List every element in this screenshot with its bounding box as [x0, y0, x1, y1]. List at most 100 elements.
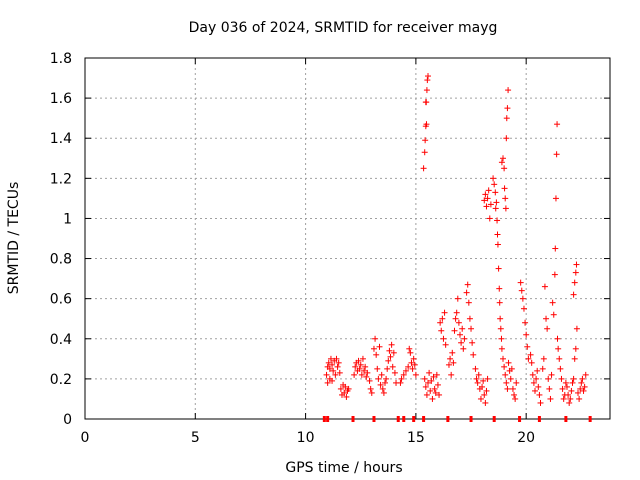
data-point: [422, 99, 429, 106]
baseline-marker: [412, 416, 416, 422]
baseline-marker: [537, 416, 541, 422]
y-tick-label: 1: [63, 211, 72, 227]
data-point: [382, 379, 388, 386]
data-point: [329, 361, 336, 368]
data-point: [502, 195, 509, 202]
data-point: [518, 287, 525, 294]
data-point: [438, 327, 445, 334]
data-point: [475, 371, 482, 378]
data-point: [501, 363, 508, 370]
baseline-marker: [322, 416, 326, 422]
data-point: [455, 319, 462, 326]
data-point: [423, 87, 430, 94]
data-point: [522, 319, 529, 326]
data-point: [460, 345, 467, 352]
data-point: [327, 355, 334, 362]
data-point: [530, 379, 537, 386]
data-point: [459, 325, 466, 332]
data-point: [457, 331, 463, 338]
data-point: [570, 291, 577, 298]
data-point: [524, 343, 531, 350]
data-point: [519, 295, 526, 302]
data-point: [481, 197, 488, 204]
data-point: [553, 151, 560, 158]
data-point: [543, 315, 550, 322]
data-point: [573, 325, 580, 332]
data-point: [324, 379, 331, 386]
y-tick-label: 0.6: [50, 292, 72, 308]
data-point: [428, 377, 435, 384]
data-point: [386, 347, 393, 354]
data-point: [333, 355, 340, 362]
data-point: [336, 369, 343, 376]
data-point: [502, 205, 509, 212]
data-point: [529, 371, 536, 378]
baseline-marker: [372, 416, 376, 422]
data-point: [412, 371, 419, 378]
data-point: [431, 385, 438, 392]
y-axis-label: SRMTID / TECUs: [6, 182, 22, 295]
data-point: [500, 355, 507, 362]
baseline-marker: [446, 416, 450, 422]
data-point: [357, 361, 364, 368]
data-point: [437, 319, 444, 326]
data-point: [458, 339, 465, 346]
data-point: [532, 387, 538, 394]
data-point: [363, 373, 370, 380]
data-point: [468, 325, 475, 332]
data-point: [491, 181, 498, 188]
data-point: [505, 87, 512, 94]
data-point: [453, 309, 460, 316]
data-point: [557, 365, 564, 372]
data-point: [537, 399, 544, 406]
data-point: [545, 375, 552, 382]
baseline-marker: [588, 416, 592, 422]
data-point: [511, 391, 518, 398]
baseline-markers: [322, 416, 592, 422]
data-point: [541, 283, 548, 290]
data-point: [576, 395, 583, 402]
data-point: [534, 367, 541, 374]
baseline-marker: [469, 416, 473, 422]
data-point: [555, 345, 562, 352]
data-point: [572, 345, 579, 352]
baseline-marker: [402, 416, 406, 422]
data-point: [523, 331, 530, 338]
baseline-marker: [564, 416, 568, 422]
data-point: [484, 375, 491, 382]
data-point: [359, 355, 366, 362]
baseline-marker: [326, 416, 330, 422]
data-point: [492, 189, 499, 196]
x-axis-label: GPS time / hours: [285, 460, 402, 476]
data-point: [552, 245, 559, 252]
data-point: [582, 371, 589, 378]
data-point: [398, 375, 405, 382]
data-point: [366, 377, 373, 384]
data-point: [367, 385, 374, 392]
data-point: [497, 315, 504, 322]
data-point: [572, 269, 579, 276]
data-point: [573, 261, 580, 268]
data-point: [406, 345, 413, 352]
data-point: [552, 195, 559, 202]
data-point: [528, 359, 535, 366]
data-point: [566, 399, 573, 406]
data-point: [440, 335, 447, 342]
data-point: [569, 379, 576, 386]
data-point: [425, 379, 432, 386]
data-point: [423, 391, 430, 398]
y-tick-label: 1.8: [50, 51, 72, 67]
data-point: [408, 359, 415, 366]
data-point: [565, 391, 572, 398]
data-point: [439, 315, 446, 322]
data-point: [546, 385, 553, 392]
x-tick-label: 0: [81, 430, 90, 446]
x-tick-label: 20: [517, 430, 535, 446]
data-point: [430, 373, 437, 380]
data-point: [493, 199, 500, 206]
y-tick-label: 0.4: [50, 332, 72, 348]
data-point: [479, 383, 486, 390]
data-point: [472, 365, 479, 372]
data-point: [436, 391, 443, 398]
data-point: [450, 359, 457, 366]
